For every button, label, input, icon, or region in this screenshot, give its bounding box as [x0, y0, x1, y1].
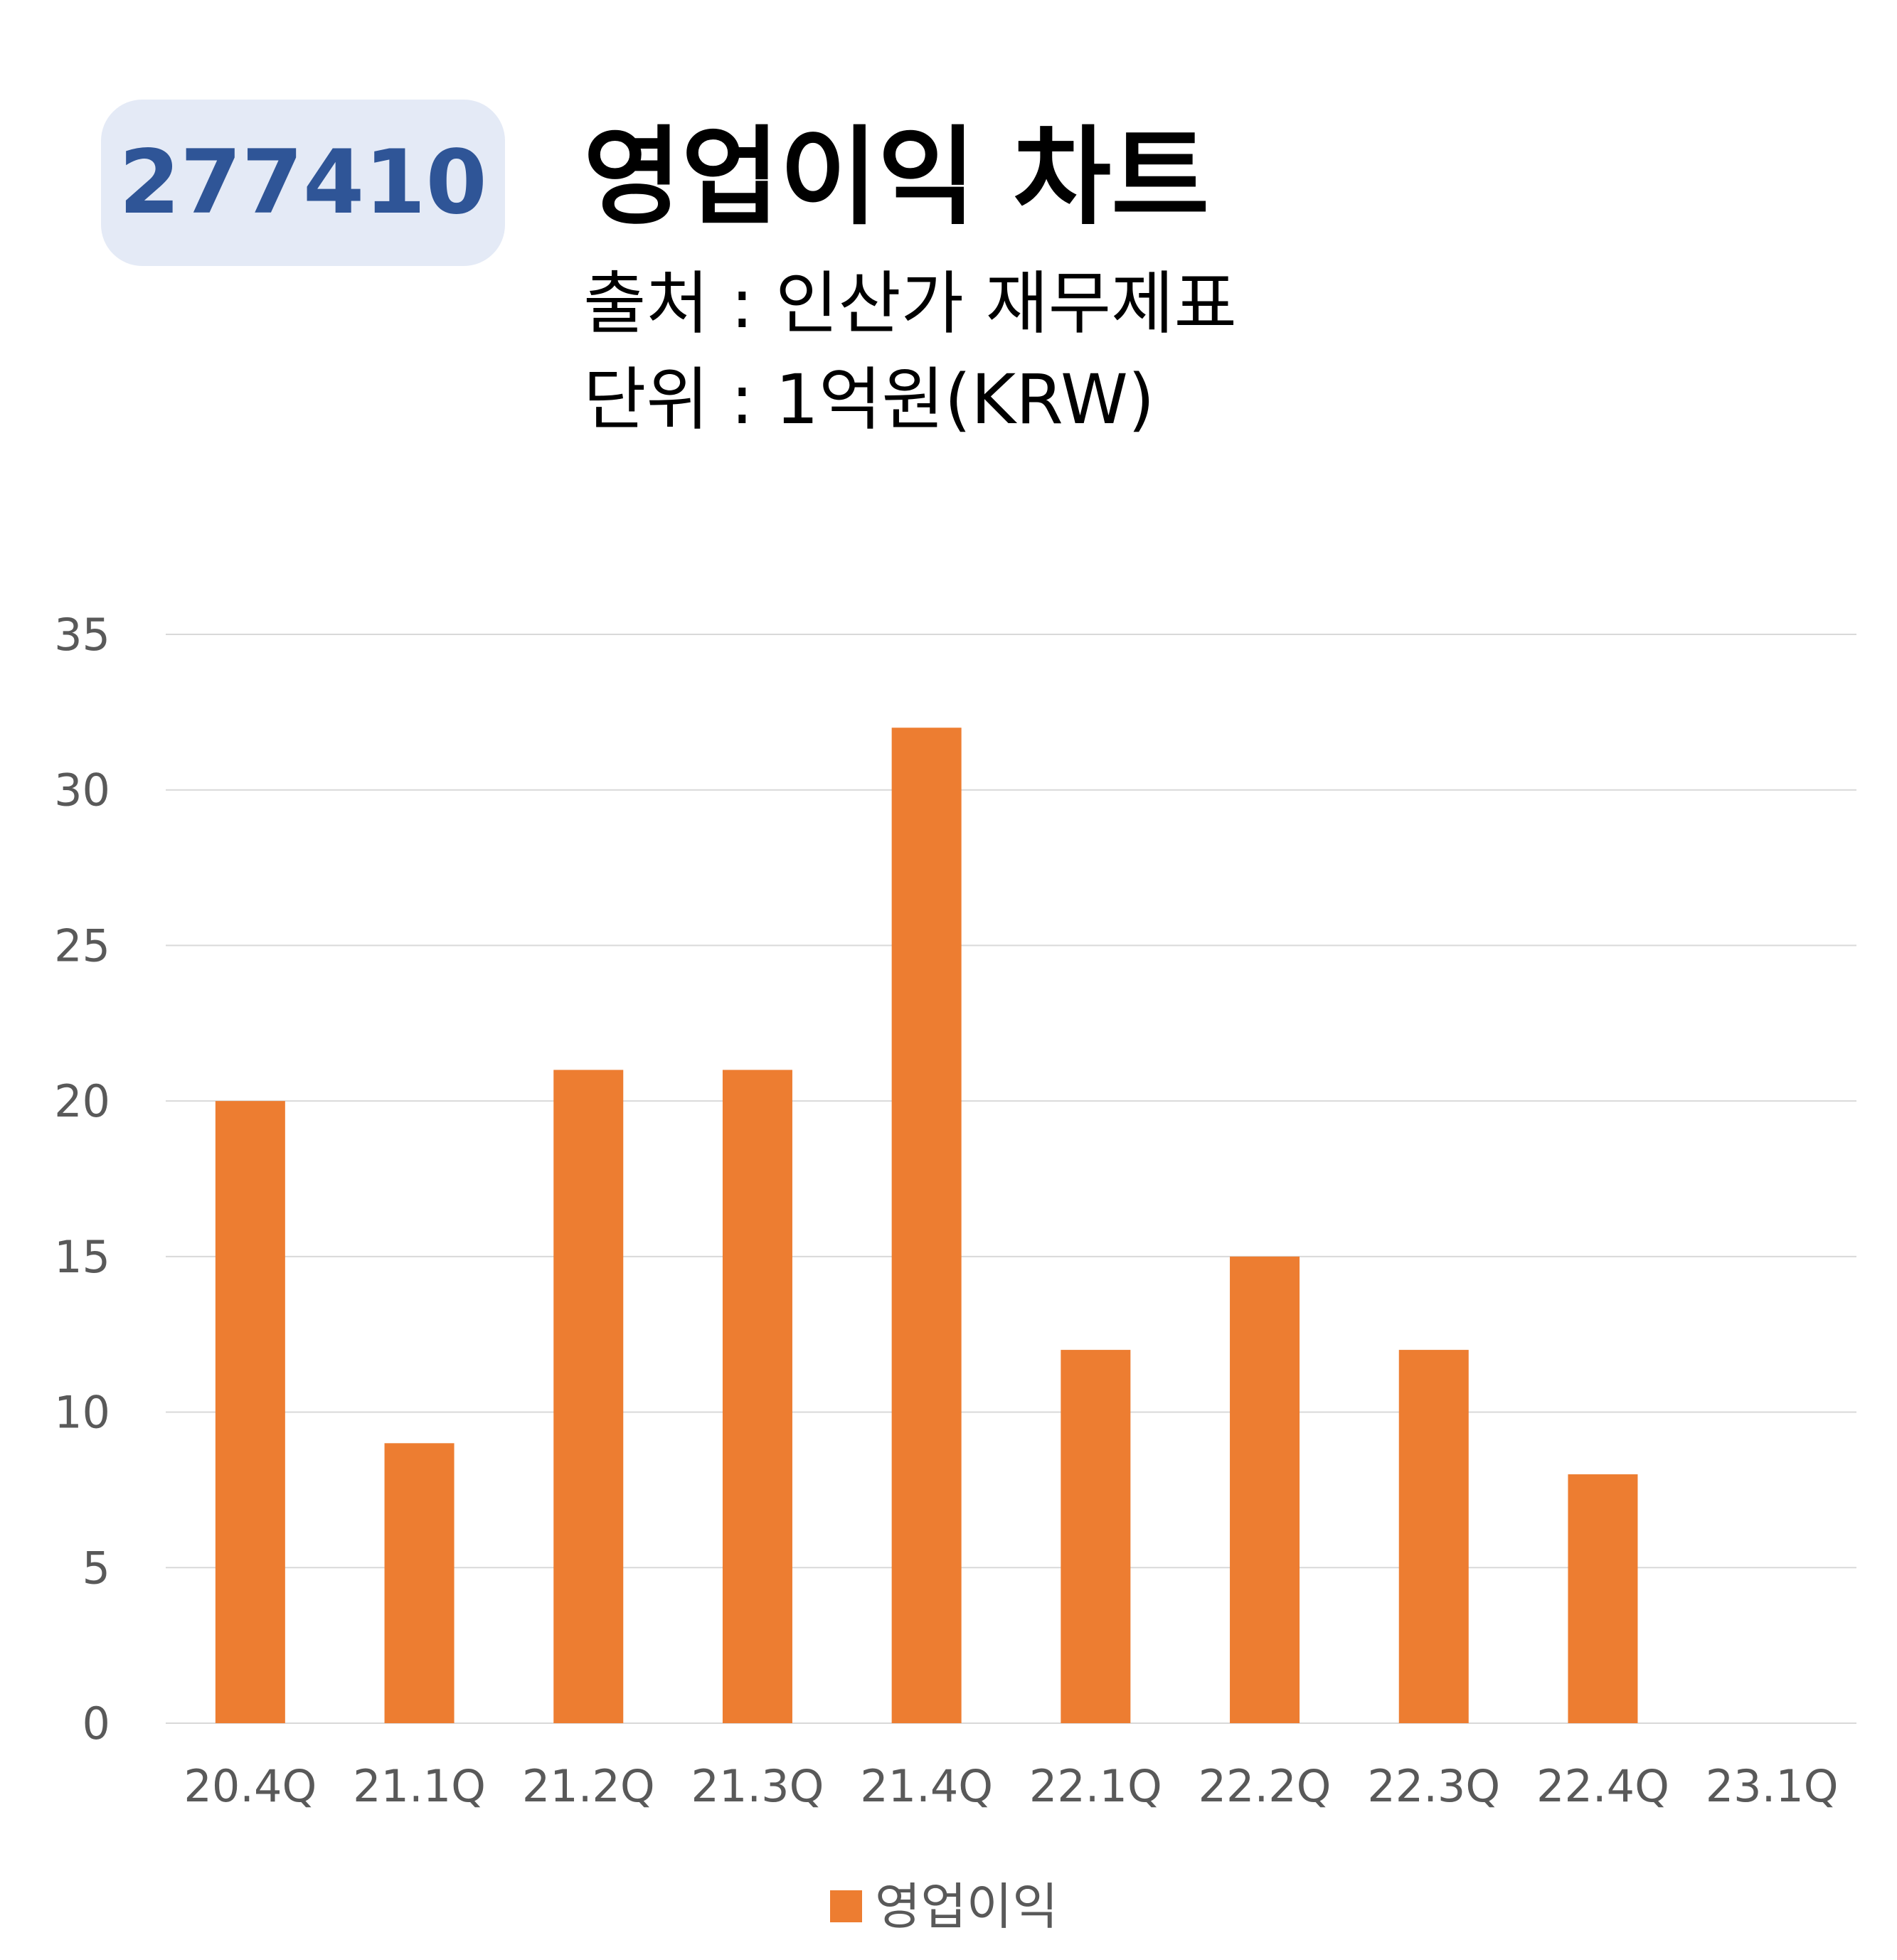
x-tick-label: 23.1Q [1706, 1760, 1839, 1812]
x-tick-label: 21.1Q [353, 1760, 486, 1812]
x-tick-label: 22.1Q [1029, 1760, 1162, 1812]
source-note: 출처 : 인산가 재무제표 [583, 264, 1237, 343]
bar-21.4Q [891, 728, 962, 1724]
x-tick-label: 22.2Q [1199, 1760, 1332, 1812]
y-axis-ticks: 0 5 10 15 20 25 30 35 [54, 609, 110, 1749]
x-tick-label: 21.4Q [860, 1760, 993, 1812]
bar-22.3Q [1398, 1350, 1469, 1723]
x-tick-label: 22.4Q [1536, 1760, 1669, 1812]
bar-22.1Q [1061, 1350, 1131, 1723]
y-tick-label: 0 [83, 1698, 110, 1749]
y-tick-label: 20 [54, 1075, 110, 1127]
y-tick-label: 10 [54, 1387, 110, 1439]
bar-21.1Q [384, 1443, 455, 1723]
y-tick-label: 25 [54, 920, 110, 971]
x-axis-ticks: 20.4Q 21.1Q 21.2Q 21.3Q 21.4Q 22.1Q 22.2Q 22.3Q… [184, 1760, 1838, 1812]
x-tick-label: 21.2Q [522, 1760, 655, 1812]
x-tick-label: 20.4Q [184, 1760, 317, 1812]
x-tick-label: 22.3Q [1367, 1760, 1500, 1812]
bar-22.4Q [1568, 1474, 1638, 1723]
y-tick-label: 15 [54, 1231, 110, 1283]
y-tick-label: 5 [83, 1542, 110, 1594]
chart-title: 영업이익 차트 [583, 116, 1210, 240]
bar-21.3Q [722, 1070, 792, 1723]
legend: 영업이익 [830, 1878, 1058, 1936]
legend-swatch [830, 1890, 862, 1922]
x-tick-label: 21.3Q [691, 1760, 824, 1812]
y-tick-label: 30 [54, 765, 110, 816]
bar-22.2Q [1230, 1256, 1300, 1723]
bar-21.2Q [553, 1070, 624, 1723]
legend-label: 영업이익 [875, 1878, 1058, 1936]
y-tick-label: 35 [54, 609, 110, 661]
bars [215, 728, 1638, 1724]
bar-20.4Q [215, 1101, 285, 1723]
unit-note: 단위 : 1억원(KRW) [583, 360, 1155, 440]
stock-code-badge: 277410 [101, 100, 505, 266]
stock-code: 277410 [119, 132, 487, 234]
